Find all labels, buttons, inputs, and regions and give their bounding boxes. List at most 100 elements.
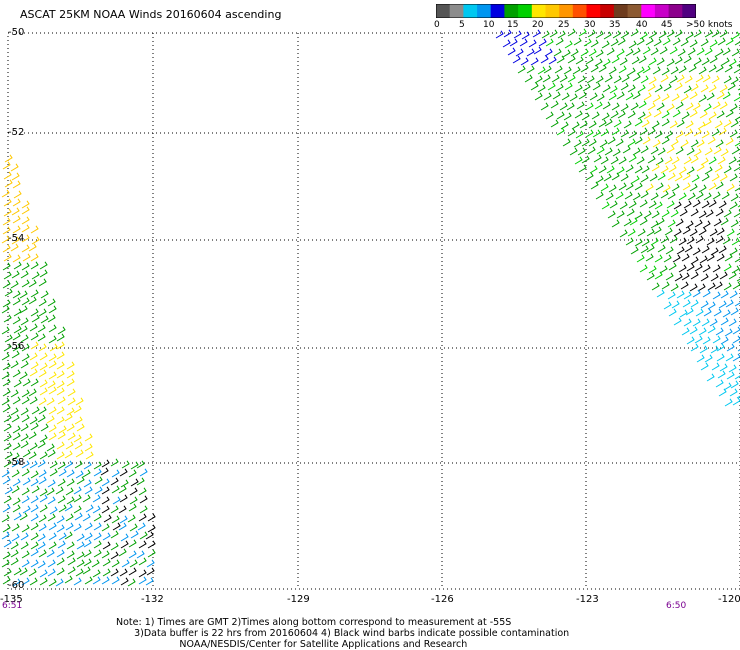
wind-barb [696, 354, 705, 363]
wind-barb [1, 305, 10, 314]
wind-barb [693, 148, 702, 157]
wind-barb [524, 74, 533, 83]
wind-barb [64, 413, 73, 422]
wind-barb [627, 228, 636, 237]
wind-barb [670, 283, 679, 292]
wind-barb [654, 84, 663, 93]
wind-barb [30, 541, 39, 550]
wind-barb [665, 246, 674, 255]
wind-barb [694, 263, 703, 272]
wind-barb [650, 146, 659, 155]
wind-barb [101, 550, 110, 559]
wind-barb [646, 272, 655, 281]
wind-barb [67, 397, 76, 406]
wind-barb [110, 530, 119, 539]
colorbar-swatch [504, 4, 519, 18]
wind-barb [734, 298, 740, 307]
wind-barb [22, 253, 31, 262]
wind-barb [3, 198, 12, 207]
wind-barb [604, 74, 613, 83]
wind-barb [20, 270, 29, 279]
wind-barb [21, 487, 30, 496]
wind-barb [712, 191, 721, 200]
wind-barb [138, 540, 147, 549]
wind-barb [588, 120, 597, 129]
wind-barb [3, 433, 12, 442]
wind-barb [593, 154, 602, 163]
wind-barb [675, 146, 684, 155]
wind-barb [671, 183, 680, 192]
wind-barb [10, 557, 19, 566]
wind-barb [38, 397, 47, 406]
wind-barb [598, 119, 607, 128]
wind-barb [719, 29, 728, 38]
wind-barb [28, 431, 37, 440]
wind-barb [654, 201, 663, 210]
wind-barb [145, 531, 154, 540]
wind-barb [519, 38, 528, 47]
wind-barb [600, 128, 609, 137]
wind-barb [663, 301, 672, 310]
wind-barb [2, 476, 11, 485]
wind-barb [119, 494, 128, 503]
wind-barb [13, 512, 22, 521]
wind-barb [590, 64, 599, 73]
wind-barb [502, 39, 511, 48]
wind-barb [637, 111, 646, 120]
wind-barb [663, 254, 672, 263]
wind-barb [585, 129, 594, 138]
lat-label: -56 [8, 341, 25, 352]
wind-barb [73, 577, 82, 586]
wind-barb [729, 290, 738, 299]
wind-barb [691, 174, 700, 183]
wind-barb [720, 148, 729, 157]
wind-barb [648, 200, 657, 209]
wind-barb [20, 360, 29, 369]
wind-barb [634, 118, 643, 127]
wind-barb [603, 173, 612, 182]
wind-barb [567, 55, 576, 64]
wind-barb [12, 425, 21, 434]
wind-barb [636, 66, 645, 75]
wind-barb [733, 93, 740, 102]
wind-barb [39, 434, 48, 443]
wind-barb [713, 146, 722, 155]
wind-barb [699, 255, 708, 264]
wind-barb [46, 397, 55, 406]
wind-barb [128, 469, 137, 478]
wind-barb [700, 300, 709, 309]
wind-barb [660, 235, 669, 244]
wind-barb [110, 568, 119, 577]
wind-barb [702, 74, 711, 83]
wind-barb [3, 414, 12, 423]
wind-barb [47, 513, 56, 522]
wind-barb [679, 309, 688, 318]
wind-barb [717, 370, 726, 379]
wind-barb [624, 191, 633, 200]
wind-barb [643, 111, 652, 120]
wind-barb [692, 318, 701, 327]
wind-barb [569, 147, 578, 156]
wind-barb [684, 128, 693, 137]
wind-barb [12, 369, 21, 378]
wind-barb [66, 370, 75, 379]
wind-barb [733, 65, 740, 74]
wind-barb [648, 76, 657, 85]
wind-barb [694, 335, 703, 344]
wind-barb [21, 216, 30, 225]
wind-barb [615, 138, 624, 147]
wind-barb [724, 64, 733, 73]
wind-barb [21, 559, 30, 568]
wind-barb [20, 433, 29, 442]
wind-barb [541, 30, 550, 39]
wind-barb [667, 291, 676, 300]
wind-barb [636, 254, 645, 263]
wind-barb [47, 559, 56, 568]
wind-barb [67, 566, 76, 575]
wind-barb [2, 388, 11, 397]
wind-barb [534, 75, 543, 84]
wind-barb [509, 38, 518, 47]
wind-barb [534, 92, 543, 101]
wind-barb [147, 513, 156, 522]
wind-barb [612, 148, 621, 157]
